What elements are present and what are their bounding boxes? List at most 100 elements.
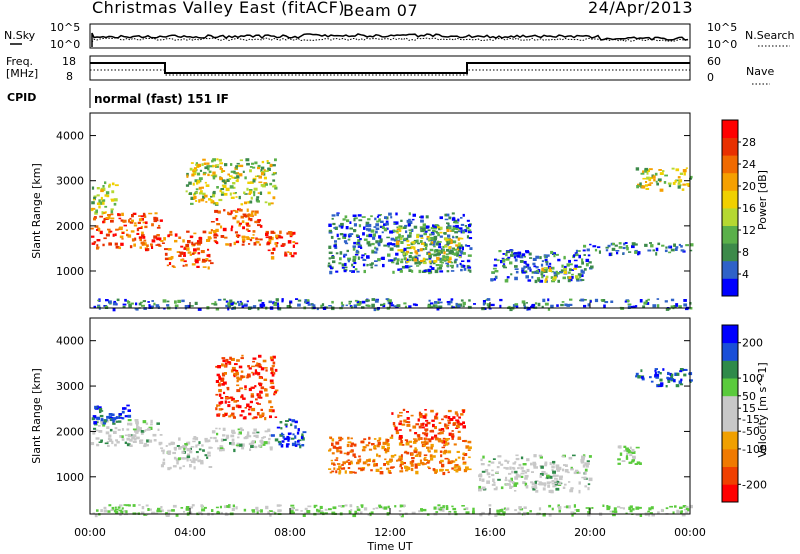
echo-cell	[108, 504, 112, 507]
power-echo-region	[265, 230, 299, 260]
echo-cell	[251, 417, 255, 420]
echo-cell	[225, 358, 229, 362]
colorbar-segment	[722, 413, 738, 432]
echo-cell	[100, 201, 103, 205]
echo-cell	[679, 370, 683, 373]
echo-cell	[605, 249, 609, 252]
echo-cell	[401, 265, 405, 269]
echo-cell	[196, 241, 201, 245]
echo-cell	[407, 421, 411, 424]
echo-cell	[215, 307, 220, 311]
echo-cell	[586, 460, 590, 462]
echo-cell	[581, 258, 584, 262]
echo-cell	[219, 189, 222, 193]
echo-cell	[417, 249, 420, 252]
echo-cell	[343, 253, 348, 256]
echo-cell	[115, 228, 119, 231]
echo-cell	[133, 243, 136, 247]
echo-cell	[185, 190, 188, 193]
echo-cell	[628, 251, 632, 253]
echo-cell	[366, 234, 370, 238]
echo-cell	[188, 181, 192, 185]
echo-cell	[146, 444, 149, 447]
echo-cell	[218, 377, 222, 381]
echo-cell	[231, 508, 235, 511]
echo-cell	[216, 186, 219, 189]
echo-cell	[93, 241, 97, 244]
echo-cell	[535, 489, 539, 493]
echo-cell	[245, 236, 250, 239]
echo-cell	[136, 232, 140, 235]
echo-cell	[617, 505, 621, 508]
echo-cell	[629, 446, 632, 450]
echo-cell	[515, 305, 519, 308]
echo-cell	[236, 380, 239, 383]
echo-cell	[134, 237, 137, 241]
echo-cell	[675, 303, 679, 307]
echo-cell	[341, 266, 345, 269]
echo-cell	[269, 386, 274, 389]
echo-cell	[677, 185, 681, 189]
echo-cell	[466, 259, 471, 263]
echo-cell	[398, 429, 402, 431]
echo-cell	[399, 470, 404, 473]
echo-cell	[428, 260, 432, 263]
nave-tick-low: 0	[707, 71, 714, 84]
echo-cell	[231, 225, 234, 229]
echo-cell	[371, 303, 375, 308]
echo-cell	[294, 441, 297, 445]
echo-cell	[186, 455, 191, 459]
echo-cell	[461, 229, 466, 232]
echo-cell	[147, 508, 150, 511]
echo-cell	[254, 445, 258, 449]
echo-cell	[255, 198, 259, 202]
echo-cell	[242, 226, 245, 230]
echo-cell	[439, 241, 442, 243]
echo-cell	[275, 298, 279, 302]
echo-cell	[331, 442, 334, 447]
echo-cell	[556, 480, 560, 483]
echo-cell	[235, 444, 240, 447]
echo-cell	[673, 379, 676, 382]
echo-cell	[252, 372, 255, 376]
echo-cell	[237, 236, 240, 238]
echo-cell	[396, 260, 399, 264]
echo-cell	[404, 224, 408, 228]
echo-cell	[108, 215, 111, 219]
echo-cell	[340, 222, 344, 226]
echo-cell	[239, 387, 243, 390]
echo-cell	[411, 269, 414, 273]
echo-cell	[257, 219, 262, 222]
echo-cell	[306, 299, 310, 302]
echo-cell	[215, 380, 219, 383]
echo-cell	[166, 300, 170, 303]
echo-cell	[312, 304, 316, 308]
echo-cell	[157, 428, 160, 431]
echo-cell	[558, 507, 561, 510]
velocity-echo-region	[215, 354, 279, 421]
echo-cell	[663, 181, 667, 184]
echo-cell	[433, 237, 437, 241]
echo-cell	[431, 260, 434, 264]
echo-cell	[481, 307, 485, 311]
echo-cell	[224, 163, 228, 167]
echo-cell	[615, 250, 620, 252]
echo-cell	[553, 271, 557, 275]
echo-cell	[234, 231, 238, 234]
echo-cell	[378, 454, 381, 458]
echo-cell	[231, 442, 235, 446]
echo-cell	[232, 182, 236, 185]
echo-cell	[194, 242, 199, 245]
echo-cell	[578, 489, 581, 494]
echo-cell	[247, 201, 250, 204]
echo-cell	[522, 511, 527, 515]
echo-cell	[223, 364, 227, 368]
echo-cell	[413, 450, 418, 454]
echo-cell	[478, 488, 482, 492]
echo-cell	[368, 436, 371, 440]
echo-cell	[537, 302, 541, 307]
echo-cell	[338, 262, 342, 265]
echo-cell	[395, 430, 399, 432]
echo-cell	[444, 258, 447, 262]
